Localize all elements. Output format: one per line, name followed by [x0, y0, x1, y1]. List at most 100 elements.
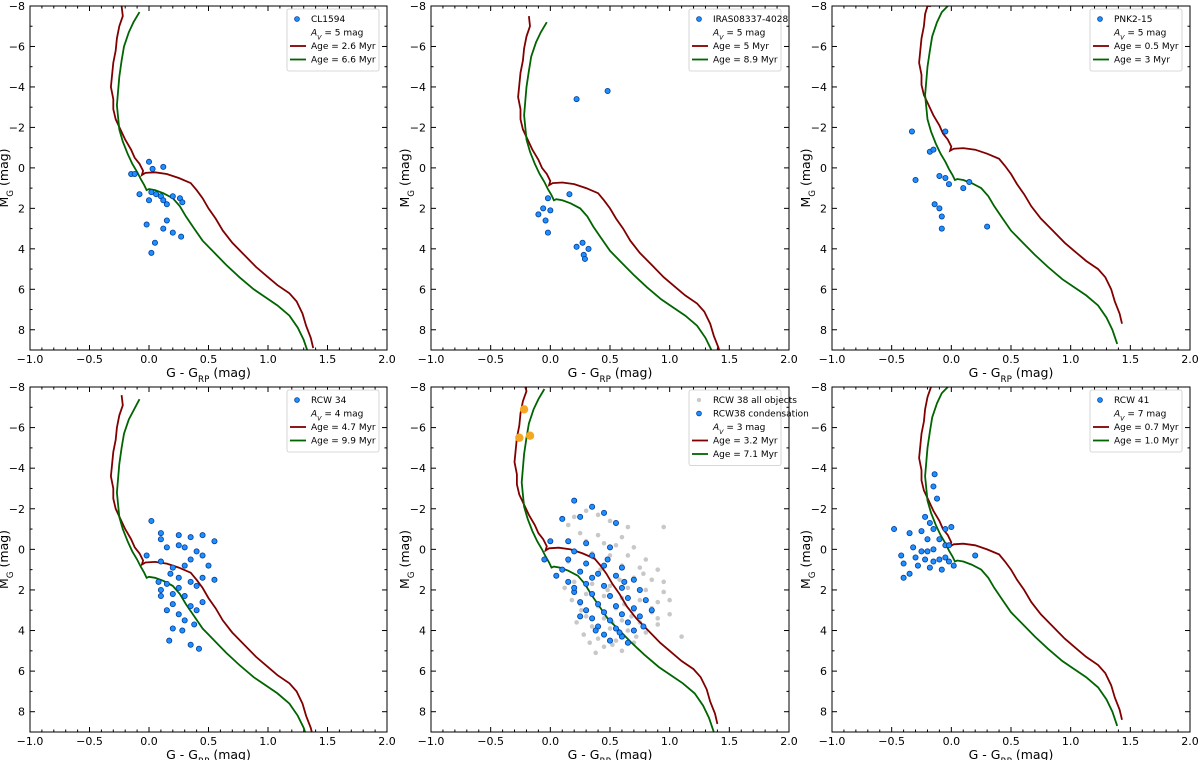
member-point — [945, 542, 952, 549]
member-point — [187, 556, 194, 563]
y-tick-label: 8 — [18, 706, 25, 719]
y-tick-label: 8 — [419, 706, 426, 719]
member-point — [579, 239, 586, 246]
member-point — [612, 625, 619, 632]
y-tick-label: 8 — [419, 324, 426, 337]
member-point — [571, 497, 578, 504]
member-point — [169, 601, 176, 608]
member-point — [595, 601, 602, 608]
y-tick-label: 2 — [820, 202, 827, 215]
member-point — [930, 146, 937, 153]
y-tick-label: 4 — [419, 625, 426, 638]
x-tick-label: 1.0 — [259, 735, 277, 748]
y-tick-label: −2 — [410, 503, 426, 516]
legend-label: Age = 3 Myr — [1114, 56, 1170, 66]
member-point — [589, 574, 596, 581]
field-point — [637, 565, 643, 570]
member-point — [912, 554, 919, 561]
member-point — [922, 556, 929, 563]
member-point — [585, 245, 592, 252]
y-tick-label: 2 — [18, 202, 25, 215]
member-point — [984, 223, 991, 230]
member-point — [193, 582, 200, 589]
member-point — [624, 619, 631, 626]
y-tick-label: −6 — [410, 40, 426, 53]
y-tick-label: 6 — [820, 283, 827, 296]
field-point — [601, 616, 607, 621]
member-point — [163, 201, 170, 208]
member-point — [648, 607, 655, 614]
legend-box — [688, 389, 782, 466]
y-tick-label: 4 — [820, 625, 827, 638]
field-point — [661, 579, 666, 585]
y-tick-label: 8 — [18, 324, 25, 337]
y-tick-label: 6 — [419, 665, 426, 678]
member-point — [636, 586, 643, 593]
legend-label: RCW 34 — [311, 396, 347, 406]
field-point — [641, 571, 646, 577]
x-tick-label: 1.0 — [661, 353, 679, 366]
member-point — [143, 221, 150, 228]
x-tick-label: −1.0 — [418, 735, 445, 748]
member-point — [601, 509, 608, 516]
member-point — [924, 548, 931, 555]
field-point — [601, 593, 607, 599]
y-tick-label: 4 — [820, 243, 827, 256]
y-tick-label: 6 — [18, 283, 25, 296]
axes-frame — [29, 386, 388, 733]
field-point — [625, 628, 631, 633]
y-tick-label: 0 — [419, 162, 426, 175]
x-tick-label: 0.0 — [943, 735, 961, 748]
x-tick-label: −1.0 — [17, 735, 44, 748]
member-point — [199, 574, 206, 581]
field-point — [583, 591, 589, 597]
field-point — [583, 614, 589, 619]
x-tick-label: 0.5 — [601, 735, 619, 748]
member-point — [926, 519, 933, 526]
member-point — [642, 597, 649, 604]
axes-frame — [430, 5, 790, 351]
member-point — [131, 170, 138, 177]
field-point — [613, 638, 619, 643]
x-tick-label: 1.0 — [259, 353, 277, 366]
field-point — [571, 579, 577, 585]
member-point — [577, 513, 584, 520]
x-tick-label: −0.5 — [878, 353, 905, 366]
field-point — [607, 583, 613, 589]
legend-label: RCW38 condensation — [713, 410, 809, 420]
legend-label: Age = 8.9 Myr — [713, 56, 778, 66]
y-tick-label: 4 — [419, 243, 426, 256]
y-tick-label: 6 — [820, 665, 827, 678]
field-point — [619, 534, 625, 540]
x-tick-label: 0.5 — [1002, 353, 1020, 366]
field-point — [607, 553, 613, 558]
member-point — [181, 544, 188, 551]
member-point — [942, 554, 949, 561]
isochrone-old — [115, 398, 307, 732]
member-point — [630, 605, 637, 612]
y-tick-label: 0 — [820, 162, 827, 175]
member-point — [912, 177, 919, 184]
x-tick-label: 0.0 — [140, 735, 158, 748]
y-tick-label: 8 — [820, 324, 827, 337]
member-point — [581, 255, 588, 262]
member-point — [566, 191, 573, 198]
field-point — [613, 542, 619, 548]
member-point — [583, 580, 590, 587]
member-point — [930, 526, 937, 533]
member-point — [945, 181, 952, 188]
member-point — [918, 548, 925, 555]
member-point — [535, 211, 542, 218]
y-tick-label: −8 — [811, 0, 827, 13]
member-point — [616, 629, 623, 636]
x-tick-label: −0.5 — [76, 735, 103, 748]
field-point — [667, 611, 672, 617]
member-point — [601, 582, 608, 589]
x-tick-label: 0.0 — [140, 353, 158, 366]
x-tick-label: 1.5 — [721, 735, 739, 748]
field-point — [625, 585, 631, 591]
panel-1: −1.0 −0.5 0.0 0.5 1.0 1.5 2.0 −8 −6 −4 −2 0 2 4 6 8 G - … — [0, 0, 396, 385]
member-point — [571, 548, 578, 555]
x-tick-label: −0.5 — [477, 353, 504, 366]
